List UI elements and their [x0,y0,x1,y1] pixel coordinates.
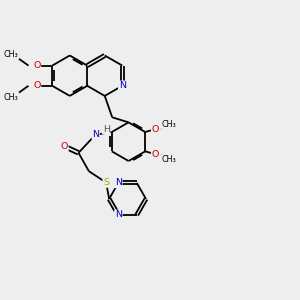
Text: O: O [33,81,40,90]
Text: CH₃: CH₃ [4,93,19,102]
Text: O: O [152,124,159,134]
Text: S: S [103,178,109,187]
Text: N: N [115,210,122,219]
Text: CH₃: CH₃ [162,120,176,129]
Text: N: N [115,178,122,188]
Text: N: N [119,81,126,90]
Text: O: O [152,150,159,159]
Text: N: N [92,130,99,139]
Text: H: H [103,124,110,134]
Text: CH₃: CH₃ [4,50,19,59]
Text: O: O [33,61,40,70]
Text: CH₃: CH₃ [162,154,176,164]
Text: O: O [61,142,68,151]
